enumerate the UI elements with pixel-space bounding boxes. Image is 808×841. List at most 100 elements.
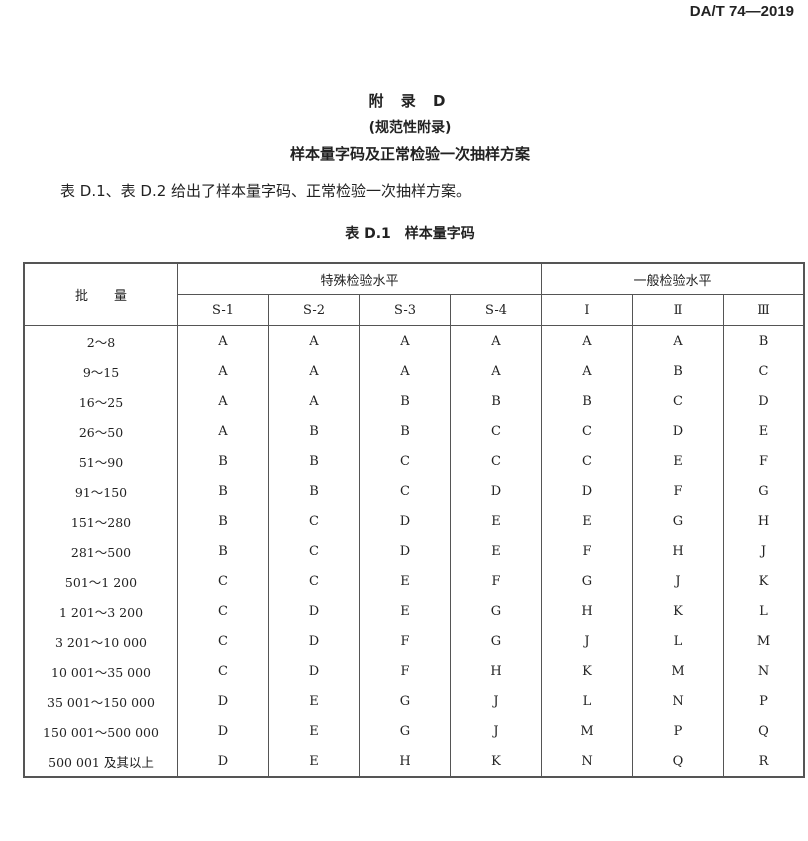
code-cell: A	[541, 356, 633, 386]
code-cell: G	[723, 476, 805, 506]
code-cell: H	[541, 596, 633, 626]
appendix-title: 附 录 D	[368, 92, 452, 110]
lot-size-cell: 150 001～500 000	[23, 716, 178, 746]
level-header: S-2	[268, 294, 360, 326]
code-cell: C	[177, 596, 269, 626]
code-cell: F	[450, 566, 542, 596]
table-row: 91～150 B B C D D F G	[23, 476, 805, 506]
table-row: 151～280 B C D E E G H	[23, 506, 805, 536]
lot-size-cell: 26～50	[23, 416, 178, 446]
lot-size-cell: 9～15	[23, 356, 178, 386]
table-row: 500 001 及其以上 D E H K N Q R	[23, 746, 805, 777]
code-cell: D	[632, 416, 724, 446]
table-row: 10 001～35 000 C D F H K M N	[23, 656, 805, 686]
code-cell: C	[177, 626, 269, 656]
code-cell: B	[450, 386, 542, 416]
table-row: 9～15 A A A A A B C	[23, 356, 805, 386]
code-cell: C	[268, 506, 360, 536]
code-cell: J	[541, 626, 633, 656]
code-cell: N	[723, 656, 805, 686]
code-cell: C	[268, 536, 360, 566]
code-cell: B	[632, 356, 724, 386]
code-cell: A	[541, 325, 633, 356]
code-cell: C	[177, 566, 269, 596]
code-cell: E	[268, 686, 360, 716]
table-row: 3 201～10 000 C D F G J L M	[23, 626, 805, 656]
lot-size-cell: 16～25	[23, 386, 178, 416]
code-cell: K	[632, 596, 724, 626]
code-cell: A	[177, 325, 269, 356]
code-cell: B	[177, 536, 269, 566]
appendix-note: (规范性附录)	[368, 120, 452, 136]
code-cell: L	[541, 686, 633, 716]
lot-size-cell: 3 201～10 000	[23, 626, 178, 656]
code-cell: B	[177, 506, 269, 536]
code-cell: D	[177, 686, 269, 716]
code-cell: G	[450, 596, 542, 626]
level-header: Ⅰ	[541, 294, 633, 326]
level-header: S-4	[450, 294, 542, 326]
code-cell: B	[723, 325, 805, 356]
general-level-header: 一般检验水平	[541, 263, 805, 295]
code-cell: G	[632, 506, 724, 536]
code-cell: C	[268, 566, 360, 596]
level-header: S-3	[359, 294, 451, 326]
code-cell: A	[632, 325, 724, 356]
code-cell: C	[177, 656, 269, 686]
code-cell: Q	[723, 716, 805, 746]
lot-size-cell: 2～8	[23, 325, 178, 356]
code-cell: L	[632, 626, 724, 656]
table-caption: 表 D.1 样本量字码	[345, 226, 475, 242]
code-cell: C	[450, 446, 542, 476]
code-cell: A	[177, 416, 269, 446]
code-cell: J	[450, 686, 542, 716]
code-cell: D	[177, 716, 269, 746]
lot-size-cell: 1 201～3 200	[23, 596, 178, 626]
code-cell: M	[632, 656, 724, 686]
special-level-header: 特殊检验水平	[177, 263, 542, 295]
code-cell: P	[723, 686, 805, 716]
code-cell: E	[723, 416, 805, 446]
code-cell: C	[450, 416, 542, 446]
lot-size-cell: 501～1 200	[23, 566, 178, 596]
lot-size-cell: 10 001～35 000	[23, 656, 178, 686]
code-cell: H	[450, 656, 542, 686]
code-cell: G	[359, 716, 451, 746]
code-cell: B	[359, 416, 451, 446]
table-row: 26～50 A B B C C D E	[23, 416, 805, 446]
code-cell: F	[723, 446, 805, 476]
code-cell: P	[632, 716, 724, 746]
code-cell: A	[177, 386, 269, 416]
code-cell: A	[268, 356, 360, 386]
code-cell: A	[268, 325, 360, 356]
code-cell: F	[541, 536, 633, 566]
code-cell: Q	[632, 746, 724, 777]
code-cell: D	[359, 536, 451, 566]
code-cell: E	[359, 596, 451, 626]
code-cell: E	[268, 716, 360, 746]
table-row: 35 001～150 000 D E G J L N P	[23, 686, 805, 716]
code-cell: B	[268, 476, 360, 506]
code-cell: J	[450, 716, 542, 746]
lot-size-cell: 35 001～150 000	[23, 686, 178, 716]
code-cell: J	[723, 536, 805, 566]
code-cell: B	[268, 446, 360, 476]
code-cell: B	[359, 386, 451, 416]
appendix-subject: 样本量字码及正常检验一次抽样方案	[289, 145, 530, 163]
code-cell: B	[177, 446, 269, 476]
code-cell: F	[359, 626, 451, 656]
code-cell: B	[268, 416, 360, 446]
code-cell: K	[541, 656, 633, 686]
table-row: 16～25 A A B B B C D	[23, 386, 805, 416]
code-cell: M	[723, 626, 805, 656]
code-cell: L	[723, 596, 805, 626]
code-cell: D	[359, 506, 451, 536]
code-cell: A	[450, 325, 542, 356]
code-cell: N	[541, 746, 633, 777]
code-cell: D	[450, 476, 542, 506]
lot-size-cell: 500 001 及其以上	[23, 746, 178, 777]
code-cell: C	[541, 446, 633, 476]
standard-number: DA/T 74—2019	[689, 3, 794, 20]
code-cell: C	[359, 476, 451, 506]
code-cell: B	[177, 476, 269, 506]
